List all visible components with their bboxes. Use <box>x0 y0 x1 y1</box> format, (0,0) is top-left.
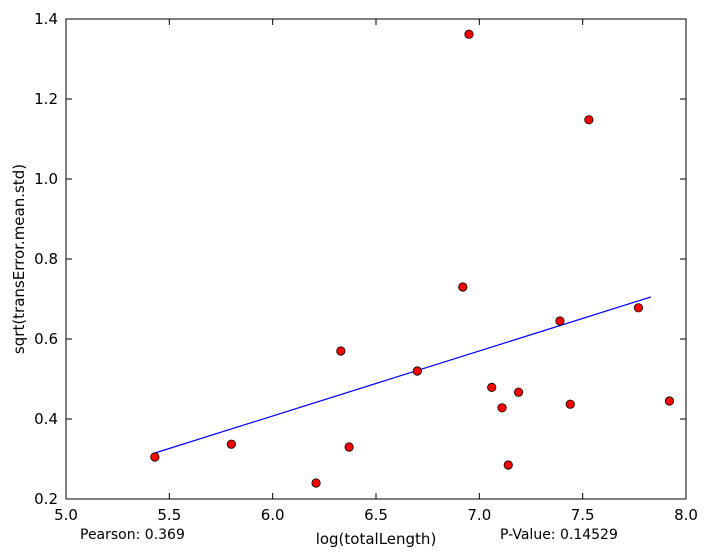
data-point-7 <box>464 29 474 39</box>
fit-line-group <box>154 296 652 454</box>
data-point-15 <box>633 303 644 313</box>
data-point-2 <box>311 478 321 488</box>
plot-area <box>65 18 687 500</box>
data-point-0 <box>150 452 160 462</box>
x-tick-label-0: 5.0 <box>54 506 78 524</box>
y-tick-label-0: 0.2 <box>34 490 58 508</box>
tick-labels: 5.0 5.5 6.0 6.5 7.0 7.5 8.0 0.2 0.4 0.6 0.8 1.0 1.2 1… <box>34 10 698 524</box>
x-tick-label-2: 6.0 <box>261 506 285 524</box>
pearson-stat: Pearson: 0.369 <box>80 527 185 543</box>
data-point-13 <box>565 399 575 409</box>
y-tick-label-5: 1.2 <box>34 90 58 108</box>
data-point-14 <box>584 115 594 125</box>
data-point-11 <box>513 387 524 397</box>
data-points <box>150 29 675 488</box>
data-point-6 <box>458 282 468 292</box>
x-tick-label-4: 7.0 <box>467 506 491 524</box>
data-point-4 <box>344 442 354 452</box>
y-axis-label: sqrt(transError.mean.std) <box>10 164 28 354</box>
regression-line <box>154 296 652 454</box>
data-point-8 <box>487 382 497 392</box>
x-tick-label-3: 6.5 <box>364 506 388 524</box>
data-point-3 <box>336 346 346 356</box>
x-tick-label-5: 7.5 <box>571 506 595 524</box>
x-tick-label-1: 5.5 <box>157 506 181 524</box>
data-point-9 <box>497 403 507 413</box>
y-tick-label-3: 0.8 <box>34 250 58 268</box>
data-point-16 <box>664 396 675 406</box>
y-tick-label-6: 1.4 <box>34 10 58 28</box>
data-point-12 <box>555 316 565 326</box>
data-point-5 <box>412 366 422 376</box>
data-point-10 <box>503 460 513 470</box>
x-tick-label-6: 8.0 <box>674 506 698 524</box>
x-axis-label: log(totalLength) <box>316 530 437 548</box>
y-tick-label-4: 1.0 <box>34 170 58 188</box>
y-tick-label-2: 0.6 <box>34 330 58 348</box>
p-value-stat: P-Value: 0.14529 <box>500 527 618 543</box>
y-tick-label-1: 0.4 <box>34 410 58 428</box>
data-point-1 <box>226 439 236 449</box>
axis-ticks <box>65 18 687 500</box>
